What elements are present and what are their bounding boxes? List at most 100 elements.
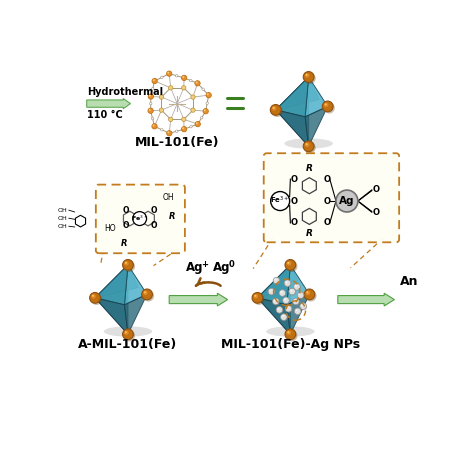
Circle shape	[287, 307, 289, 309]
Circle shape	[290, 290, 292, 292]
Circle shape	[148, 108, 153, 113]
Text: HO: HO	[105, 224, 116, 233]
Circle shape	[175, 74, 178, 77]
Circle shape	[124, 261, 129, 265]
Polygon shape	[95, 265, 138, 298]
Text: O: O	[123, 206, 129, 215]
Text: OH: OH	[58, 208, 68, 213]
FancyBboxPatch shape	[264, 153, 399, 242]
Circle shape	[303, 72, 314, 82]
Circle shape	[285, 281, 287, 283]
Circle shape	[149, 109, 151, 111]
Circle shape	[124, 330, 135, 341]
Circle shape	[123, 260, 133, 270]
Circle shape	[304, 142, 316, 154]
Circle shape	[182, 117, 186, 121]
Circle shape	[296, 310, 298, 311]
Circle shape	[166, 71, 172, 76]
Text: Ag: Ag	[186, 261, 203, 274]
Circle shape	[191, 95, 195, 99]
Circle shape	[283, 297, 289, 304]
Circle shape	[148, 94, 154, 99]
Circle shape	[91, 294, 102, 305]
Circle shape	[280, 291, 286, 297]
Circle shape	[305, 73, 310, 78]
Circle shape	[292, 298, 299, 305]
Circle shape	[207, 93, 209, 95]
Circle shape	[273, 277, 280, 284]
Circle shape	[269, 289, 275, 296]
Polygon shape	[125, 294, 147, 334]
Text: +: +	[201, 260, 208, 269]
Circle shape	[206, 102, 209, 104]
Text: MIL-101(Fe)-Ag NPs: MIL-101(Fe)-Ag NPs	[221, 338, 360, 351]
Polygon shape	[305, 107, 328, 146]
Text: Fe$^{3+}$: Fe$^{3+}$	[131, 214, 148, 223]
Circle shape	[279, 290, 286, 296]
FancyArrow shape	[169, 293, 228, 306]
Circle shape	[284, 280, 291, 286]
Circle shape	[159, 108, 164, 112]
Circle shape	[306, 292, 309, 293]
Circle shape	[287, 331, 289, 333]
Polygon shape	[276, 110, 309, 146]
FancyArrow shape	[338, 293, 394, 306]
Circle shape	[295, 285, 297, 287]
Circle shape	[294, 300, 296, 301]
Circle shape	[143, 290, 154, 301]
Circle shape	[324, 102, 335, 114]
Text: OH: OH	[58, 216, 68, 221]
Ellipse shape	[266, 326, 315, 337]
Circle shape	[324, 103, 328, 107]
Circle shape	[285, 329, 296, 340]
Circle shape	[190, 79, 192, 82]
Polygon shape	[276, 77, 309, 146]
Circle shape	[167, 131, 169, 133]
Text: A-MIL-101(Fe): A-MIL-101(Fe)	[78, 338, 178, 351]
Circle shape	[152, 124, 157, 129]
Circle shape	[304, 289, 315, 300]
Circle shape	[280, 291, 283, 293]
Polygon shape	[125, 265, 147, 305]
Circle shape	[195, 81, 200, 86]
Circle shape	[91, 294, 96, 299]
Circle shape	[142, 289, 153, 300]
Circle shape	[281, 314, 287, 320]
Text: O: O	[324, 219, 331, 228]
Circle shape	[169, 117, 173, 121]
Text: O: O	[291, 219, 298, 228]
Text: MIL-101(Fe): MIL-101(Fe)	[135, 136, 219, 149]
Text: Ag: Ag	[213, 261, 230, 274]
Circle shape	[297, 292, 304, 299]
Circle shape	[276, 307, 283, 313]
Circle shape	[125, 262, 127, 264]
Circle shape	[190, 126, 192, 128]
Polygon shape	[257, 265, 301, 298]
Circle shape	[201, 117, 203, 119]
Polygon shape	[276, 77, 319, 110]
Text: O: O	[291, 197, 298, 206]
Circle shape	[161, 76, 163, 79]
Circle shape	[299, 293, 301, 295]
Circle shape	[253, 294, 264, 305]
Circle shape	[144, 292, 146, 293]
Circle shape	[203, 109, 209, 114]
Circle shape	[153, 79, 155, 81]
Polygon shape	[305, 77, 328, 117]
Circle shape	[268, 288, 275, 295]
Circle shape	[143, 291, 148, 295]
Circle shape	[289, 288, 295, 295]
Text: Fe$^{3+}$: Fe$^{3+}$	[271, 195, 290, 206]
Circle shape	[182, 75, 187, 81]
Text: R: R	[306, 164, 313, 173]
FancyBboxPatch shape	[96, 185, 185, 253]
Text: O: O	[373, 185, 380, 194]
Circle shape	[325, 103, 327, 105]
Circle shape	[277, 308, 279, 310]
Circle shape	[182, 127, 187, 132]
Circle shape	[306, 143, 308, 145]
Circle shape	[285, 260, 296, 270]
Circle shape	[175, 130, 178, 132]
Polygon shape	[257, 265, 291, 334]
Circle shape	[295, 309, 301, 315]
